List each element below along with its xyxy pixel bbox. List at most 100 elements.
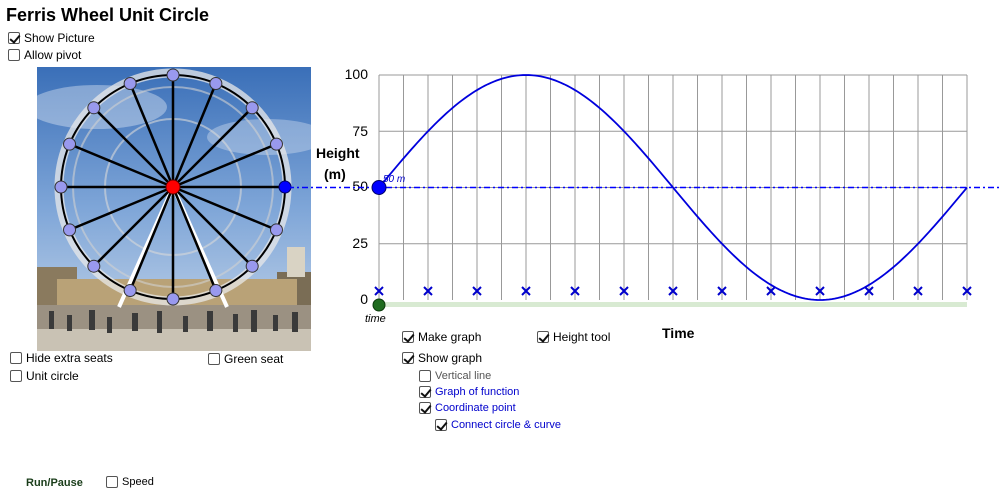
show-picture-checkbox[interactable]: Show Picture [8,31,95,45]
wheel-seat[interactable] [166,292,180,306]
checkbox-label: Graph of function [435,386,520,398]
checkbox-label: Show graph [418,351,483,365]
checkbox-label: Unit circle [26,369,79,383]
height-graph[interactable] [0,0,1002,340]
y-tick-label: 0 [360,291,368,307]
checkbox-box[interactable] [8,32,20,44]
wheel-seat[interactable] [269,223,283,237]
seat-time-marker [815,286,825,296]
ferris-wheel-scene [37,67,311,351]
wheel-seat[interactable] [87,259,101,273]
allow-pivot-checkbox[interactable]: Allow pivot [8,48,81,62]
seat-time-marker [374,286,384,296]
checkbox-box[interactable] [419,386,431,398]
seat-time-marker [521,286,531,296]
y-tick-label: 25 [352,235,368,251]
wheel-seat[interactable] [63,223,77,237]
height-function-curve [378,74,968,301]
wheel-seat[interactable] [209,283,223,297]
checkbox-label: Show Picture [24,31,95,45]
connect-circle-curve-checkbox[interactable]: Connect circle & curve [435,419,561,431]
seat-time-markers [374,286,972,296]
y-tick-label: 75 [352,123,368,139]
seat-time-marker [423,286,433,296]
wheel-overlay [54,68,292,306]
wheel-seat[interactable] [245,259,259,273]
x-axis-label: Time [662,325,695,341]
checkbox-box[interactable] [10,352,22,364]
wheel-seat[interactable] [63,137,77,151]
height-tool-checkbox[interactable]: Height tool [537,330,610,344]
seat-time-marker [962,286,972,296]
wheel-seat[interactable] [123,283,137,297]
wheel-seat[interactable] [166,68,180,82]
time-slider-handle[interactable] [372,298,386,312]
ferris-wheel-picture [37,67,311,351]
wheel-spoke [172,186,254,268]
y-axis-label: Height [316,145,360,161]
wheel-spoke [171,83,218,188]
wheel-spoke [172,185,277,232]
coordinate-point[interactable] [371,180,387,195]
coordinate-point-checkbox[interactable]: Coordinate point [419,402,516,414]
make-graph-checkbox[interactable]: Make graph [402,330,481,344]
y-axis-unit: (m) [324,166,346,182]
seat-time-marker [472,286,482,296]
wheel-seat[interactable] [54,180,68,194]
wheel-seat[interactable] [245,101,259,115]
checkbox-box[interactable] [402,331,414,343]
green-seat-checkbox[interactable]: Green seat [208,352,283,366]
checkbox-label: Height tool [553,330,611,344]
seat-time-marker [570,286,580,296]
seat-time-marker [864,286,874,296]
wheel-seat[interactable] [209,77,223,91]
seat-time-marker [717,286,727,296]
checkbox-box[interactable] [419,370,431,382]
time-slider-track[interactable] [379,302,967,307]
wheel-spoke [69,185,174,232]
wheel-spoke [92,186,174,268]
checkbox-label: Coordinate point [435,402,516,414]
wheel-seat[interactable] [269,137,283,151]
wheel-spoke [172,106,254,188]
wheel-spoke [128,186,175,291]
y-tick-label: 50 [352,178,368,194]
y-tick-label: 100 [344,66,368,82]
wheel-hub[interactable] [165,179,181,195]
seat-time-marker [668,286,678,296]
checkbox-label: Green seat [224,352,284,366]
wheel-spoke [172,142,277,189]
checkbox-box[interactable] [10,370,22,382]
checkbox-box[interactable] [402,352,414,364]
checkbox-label: Allow pivot [24,48,82,62]
seat-time-marker [913,286,923,296]
speed-checkbox[interactable]: Speed [106,476,154,488]
run-pause-button[interactable]: Run/Pause [26,477,83,489]
vertical-line-checkbox[interactable]: Vertical line [419,370,491,382]
wheel-spoke [128,83,175,188]
graph-of-function-checkbox[interactable]: Graph of function [419,386,519,398]
point-height-label: 50 m [383,174,406,185]
hide-extra-seats-checkbox[interactable]: Hide extra seats [10,351,113,365]
wheel-spoke [171,186,218,291]
checkbox-box[interactable] [8,49,20,61]
checkbox-box[interactable] [106,476,118,488]
seat-time-marker [619,286,629,296]
checkbox-label: Vertical line [435,370,492,382]
checkbox-box[interactable] [435,419,447,431]
wheel-seat[interactable] [87,101,101,115]
checkbox-label: Make graph [418,330,482,344]
checkbox-label: Hide extra seats [26,351,113,365]
show-graph-checkbox[interactable]: Show graph [402,351,482,365]
wheel-seat[interactable] [123,77,137,91]
time-slider-label: time [365,313,386,325]
checkbox-box[interactable] [537,331,549,343]
checkbox-label: Speed [122,476,154,488]
checkbox-label: Connect circle & curve [451,419,562,431]
checkbox-box[interactable] [419,402,431,414]
unit-circle-checkbox[interactable]: Unit circle [10,369,79,383]
wheel-spoke [92,106,174,188]
seat-time-marker [766,286,776,296]
page-title: Ferris Wheel Unit Circle [6,5,210,25]
checkbox-box[interactable] [208,353,220,365]
